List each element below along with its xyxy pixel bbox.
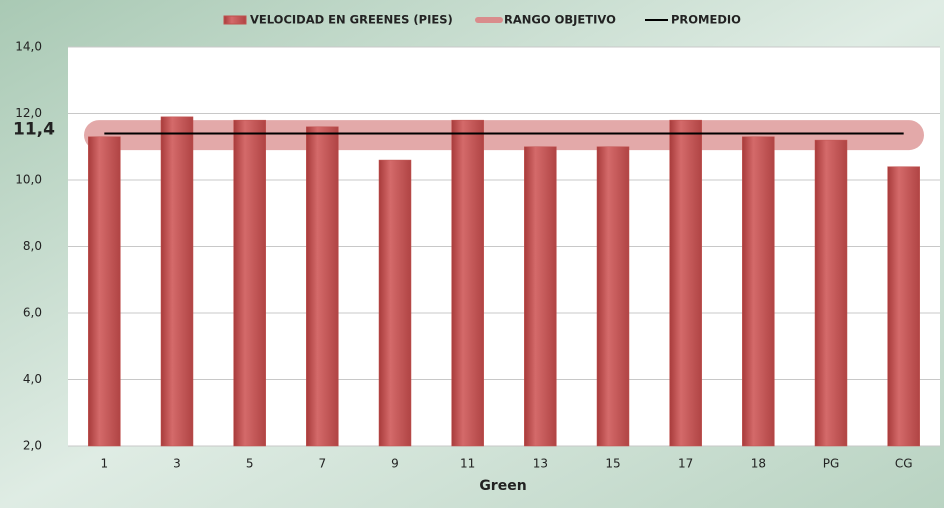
bar (451, 119, 484, 447)
y-tick-label: 4,0 (23, 372, 42, 386)
bar (378, 159, 412, 447)
bar (88, 136, 121, 447)
x-tick-label: 17 (678, 457, 693, 471)
y-tick-label: 12,0 (15, 106, 42, 120)
x-tick-label: 1 (101, 457, 109, 471)
bar (160, 116, 194, 447)
y-tick-label: 10,0 (15, 173, 42, 187)
legend-label: VELOCIDAD EN GREENES (PIES) (250, 13, 453, 27)
y-tick-label: 2,0 (23, 439, 42, 453)
bar (669, 119, 702, 447)
x-tick-label: CG (895, 457, 913, 471)
bar (814, 139, 848, 447)
x-tick-label: 9 (391, 457, 399, 471)
legend-label: RANGO OBJETIVO (504, 13, 616, 27)
bar (596, 146, 630, 447)
x-tick-label: 13 (533, 457, 548, 471)
x-tick-label: 5 (246, 457, 254, 471)
bar (742, 136, 775, 447)
legend-label: PROMEDIO (671, 13, 741, 27)
y-tick-label: 6,0 (23, 306, 42, 320)
target-range (84, 120, 924, 151)
x-axis-label: Green (479, 478, 526, 494)
x-tick-label: 18 (751, 457, 766, 471)
bar (233, 119, 266, 447)
legend-swatch (223, 15, 247, 25)
x-tick-label: 15 (605, 457, 620, 471)
average-label: 11,4 (13, 119, 55, 139)
y-tick-label: 14,0 (15, 40, 42, 54)
x-tick-label: PG (823, 457, 840, 471)
bar (887, 166, 920, 447)
x-tick-label: 7 (319, 457, 327, 471)
x-tick-label: 11 (460, 457, 475, 471)
bar (524, 146, 557, 447)
bar (306, 126, 339, 447)
x-tick-label: 3 (173, 457, 181, 471)
y-tick-label: 8,0 (23, 239, 42, 253)
